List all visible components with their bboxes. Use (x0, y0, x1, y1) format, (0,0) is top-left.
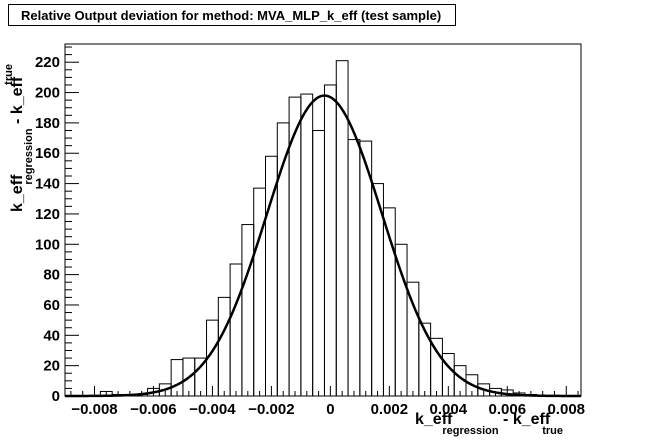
y-tick-label: 100 (35, 236, 60, 253)
histogram-bar (265, 155, 278, 397)
x-tick-label: 0.004 (430, 401, 468, 418)
x-tick-label: 0 (326, 401, 334, 418)
histogram-bar (430, 337, 443, 397)
chart-title: Relative Output deviation for method: MV… (8, 4, 456, 26)
y-tick-label: 160 (35, 145, 60, 162)
histogram-bar (253, 187, 267, 397)
y-tick-label: 60 (43, 297, 60, 314)
x-tick-label: −0.002 (248, 401, 294, 418)
y-tick-label: 120 (35, 206, 60, 223)
histogram-bar (229, 263, 243, 397)
histogram-bar (300, 93, 314, 397)
histogram-bar (347, 139, 361, 397)
histogram-bar (170, 359, 184, 397)
x-tick-label: −0.006 (130, 401, 176, 418)
x-tick-label: 0.008 (547, 401, 585, 418)
x-tick-label: 0.002 (371, 401, 409, 418)
y-tick-label: 200 (35, 85, 60, 102)
y-tick-label: 220 (35, 54, 60, 71)
y-tick-label: 180 (35, 115, 60, 132)
y-tick-label: 40 (43, 327, 60, 344)
x-tick-label: −0.008 (71, 401, 117, 418)
histogram-bar (394, 243, 408, 397)
y-tick-label: 20 (43, 358, 60, 375)
x-tick-label: −0.004 (189, 401, 236, 418)
y-axis-title: k_effregression - k_efftrue (3, 64, 35, 212)
y-tick-label: 80 (43, 267, 60, 284)
histogram-bar (217, 296, 231, 397)
histogram-bar (323, 84, 337, 397)
histogram-bar (418, 322, 432, 397)
histogram-bar (406, 281, 420, 397)
histogram-bar (312, 129, 325, 397)
histogram-bar (241, 224, 255, 397)
y-tick-label: 140 (35, 176, 60, 193)
gaussian-fit-line (65, 94, 582, 398)
x-tick-label: 0.006 (489, 401, 527, 418)
y-tick-label: 0 (52, 388, 60, 405)
histogram-bar (194, 357, 208, 397)
x-axis-title: k_eff regression - k_eff true (415, 411, 563, 437)
